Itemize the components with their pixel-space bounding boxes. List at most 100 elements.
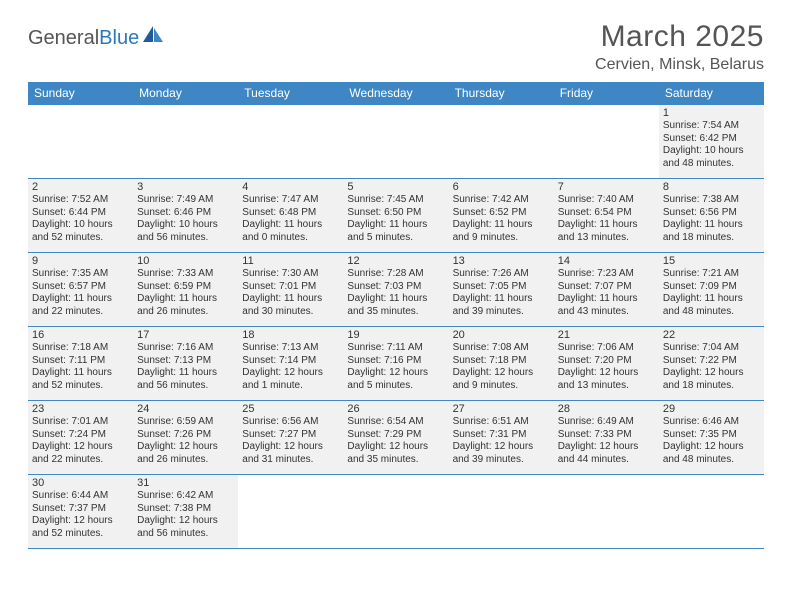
weekday-header: Friday [554, 82, 659, 105]
calendar-day-cell: 19Sunrise: 7:11 AMSunset: 7:16 PMDayligh… [343, 327, 448, 401]
logo-text-general: General [28, 27, 99, 50]
calendar-day-cell: 18Sunrise: 7:13 AMSunset: 7:14 PMDayligh… [238, 327, 343, 401]
calendar-empty-cell [28, 105, 133, 179]
calendar-week-row: 9Sunrise: 7:35 AMSunset: 6:57 PMDaylight… [28, 253, 764, 327]
calendar-empty-cell [343, 475, 448, 549]
day-info-line: Daylight: 12 hours [453, 367, 550, 380]
day-info-line: Sunset: 6:54 PM [558, 207, 655, 220]
day-info-line: and 52 minutes. [32, 232, 129, 245]
page: GeneralBlue March 2025 Cervien, Minsk, B… [0, 0, 792, 569]
calendar-day-cell: 28Sunrise: 6:49 AMSunset: 7:33 PMDayligh… [554, 401, 659, 475]
day-info-line: Sunrise: 7:40 AM [558, 194, 655, 207]
day-number: 14 [558, 255, 655, 267]
calendar-day-cell: 9Sunrise: 7:35 AMSunset: 6:57 PMDaylight… [28, 253, 133, 327]
day-info-line: and 22 minutes. [32, 454, 129, 467]
day-info-line: Sunrise: 7:16 AM [137, 342, 234, 355]
day-info-line: Daylight: 11 hours [663, 219, 760, 232]
day-info-line: and 56 minutes. [137, 528, 234, 541]
day-info: Sunrise: 7:38 AMSunset: 6:56 PMDaylight:… [663, 194, 760, 244]
day-number: 26 [347, 403, 444, 415]
day-info-line: and 52 minutes. [32, 528, 129, 541]
location: Cervien, Minsk, Belarus [595, 56, 764, 74]
calendar-week-row: 2Sunrise: 7:52 AMSunset: 6:44 PMDaylight… [28, 179, 764, 253]
day-number: 27 [453, 403, 550, 415]
day-number: 12 [347, 255, 444, 267]
day-number: 7 [558, 181, 655, 193]
day-info-line: Daylight: 12 hours [663, 367, 760, 380]
day-info-line: Sunrise: 6:42 AM [137, 490, 234, 503]
calendar-empty-cell [133, 105, 238, 179]
day-info-line: and 0 minutes. [242, 232, 339, 245]
day-number: 2 [32, 181, 129, 193]
day-info-line: Sunset: 7:29 PM [347, 429, 444, 442]
weekday-header: Monday [133, 82, 238, 105]
day-info-line: Sunrise: 7:30 AM [242, 268, 339, 281]
day-number: 28 [558, 403, 655, 415]
calendar-day-cell: 23Sunrise: 7:01 AMSunset: 7:24 PMDayligh… [28, 401, 133, 475]
day-info-line: and 22 minutes. [32, 306, 129, 319]
day-info-line: Sunset: 7:20 PM [558, 355, 655, 368]
day-info-line: Daylight: 10 hours [32, 219, 129, 232]
day-info-line: and 26 minutes. [137, 454, 234, 467]
calendar-day-cell: 26Sunrise: 6:54 AMSunset: 7:29 PMDayligh… [343, 401, 448, 475]
day-info-line: and 56 minutes. [137, 380, 234, 393]
calendar-day-cell: 13Sunrise: 7:26 AMSunset: 7:05 PMDayligh… [449, 253, 554, 327]
day-info-line: Sunset: 7:38 PM [137, 503, 234, 516]
day-number: 5 [347, 181, 444, 193]
day-info-line: Daylight: 11 hours [347, 219, 444, 232]
day-info-line: Daylight: 11 hours [453, 219, 550, 232]
day-info-line: and 18 minutes. [663, 232, 760, 245]
day-info-line: Sunset: 7:27 PM [242, 429, 339, 442]
day-info-line: Sunset: 6:42 PM [663, 133, 760, 146]
day-info: Sunrise: 7:13 AMSunset: 7:14 PMDaylight:… [242, 342, 339, 392]
day-info-line: Sunset: 7:01 PM [242, 281, 339, 294]
day-info-line: and 39 minutes. [453, 454, 550, 467]
calendar-day-cell: 4Sunrise: 7:47 AMSunset: 6:48 PMDaylight… [238, 179, 343, 253]
day-number: 31 [137, 477, 234, 489]
day-number: 23 [32, 403, 129, 415]
calendar-week-row: 23Sunrise: 7:01 AMSunset: 7:24 PMDayligh… [28, 401, 764, 475]
day-number: 18 [242, 329, 339, 341]
calendar-day-cell: 6Sunrise: 7:42 AMSunset: 6:52 PMDaylight… [449, 179, 554, 253]
title-block: March 2025 Cervien, Minsk, Belarus [595, 20, 764, 74]
day-number: 10 [137, 255, 234, 267]
day-info-line: and 52 minutes. [32, 380, 129, 393]
day-info-line: Sunset: 7:07 PM [558, 281, 655, 294]
day-info: Sunrise: 6:46 AMSunset: 7:35 PMDaylight:… [663, 416, 760, 466]
day-info-line: Sunrise: 6:46 AM [663, 416, 760, 429]
day-info-line: Sunset: 7:14 PM [242, 355, 339, 368]
calendar-day-cell: 24Sunrise: 6:59 AMSunset: 7:26 PMDayligh… [133, 401, 238, 475]
day-info-line: Sunset: 7:03 PM [347, 281, 444, 294]
day-info-line: Sunset: 7:13 PM [137, 355, 234, 368]
calendar-day-cell: 17Sunrise: 7:16 AMSunset: 7:13 PMDayligh… [133, 327, 238, 401]
day-info-line: Daylight: 12 hours [137, 515, 234, 528]
day-info-line: Daylight: 12 hours [663, 441, 760, 454]
day-info-line: Daylight: 11 hours [558, 219, 655, 232]
day-info-line: Daylight: 11 hours [137, 367, 234, 380]
day-info: Sunrise: 7:52 AMSunset: 6:44 PMDaylight:… [32, 194, 129, 244]
weekday-header: Wednesday [343, 82, 448, 105]
day-info: Sunrise: 7:42 AMSunset: 6:52 PMDaylight:… [453, 194, 550, 244]
day-info: Sunrise: 7:16 AMSunset: 7:13 PMDaylight:… [137, 342, 234, 392]
day-info-line: Sunrise: 7:11 AM [347, 342, 444, 355]
calendar-empty-cell [238, 475, 343, 549]
day-info-line: Sunrise: 7:33 AM [137, 268, 234, 281]
day-info: Sunrise: 7:40 AMSunset: 6:54 PMDaylight:… [558, 194, 655, 244]
calendar-day-cell: 10Sunrise: 7:33 AMSunset: 6:59 PMDayligh… [133, 253, 238, 327]
calendar-day-cell: 27Sunrise: 6:51 AMSunset: 7:31 PMDayligh… [449, 401, 554, 475]
day-info-line: Sunrise: 6:59 AM [137, 416, 234, 429]
day-info-line: Sunset: 7:26 PM [137, 429, 234, 442]
calendar-day-cell: 12Sunrise: 7:28 AMSunset: 7:03 PMDayligh… [343, 253, 448, 327]
day-info-line: Daylight: 11 hours [453, 293, 550, 306]
day-info-line: Sunset: 7:16 PM [347, 355, 444, 368]
calendar-header-row: SundayMondayTuesdayWednesdayThursdayFrid… [28, 82, 764, 105]
day-info-line: Sunset: 6:59 PM [137, 281, 234, 294]
day-info-line: Sunset: 6:48 PM [242, 207, 339, 220]
day-info: Sunrise: 6:54 AMSunset: 7:29 PMDaylight:… [347, 416, 444, 466]
sail-icon [143, 26, 165, 50]
day-info-line: Sunrise: 7:28 AM [347, 268, 444, 281]
weekday-header: Tuesday [238, 82, 343, 105]
day-info-line: and 56 minutes. [137, 232, 234, 245]
day-info-line: and 5 minutes. [347, 380, 444, 393]
day-info: Sunrise: 7:35 AMSunset: 6:57 PMDaylight:… [32, 268, 129, 318]
